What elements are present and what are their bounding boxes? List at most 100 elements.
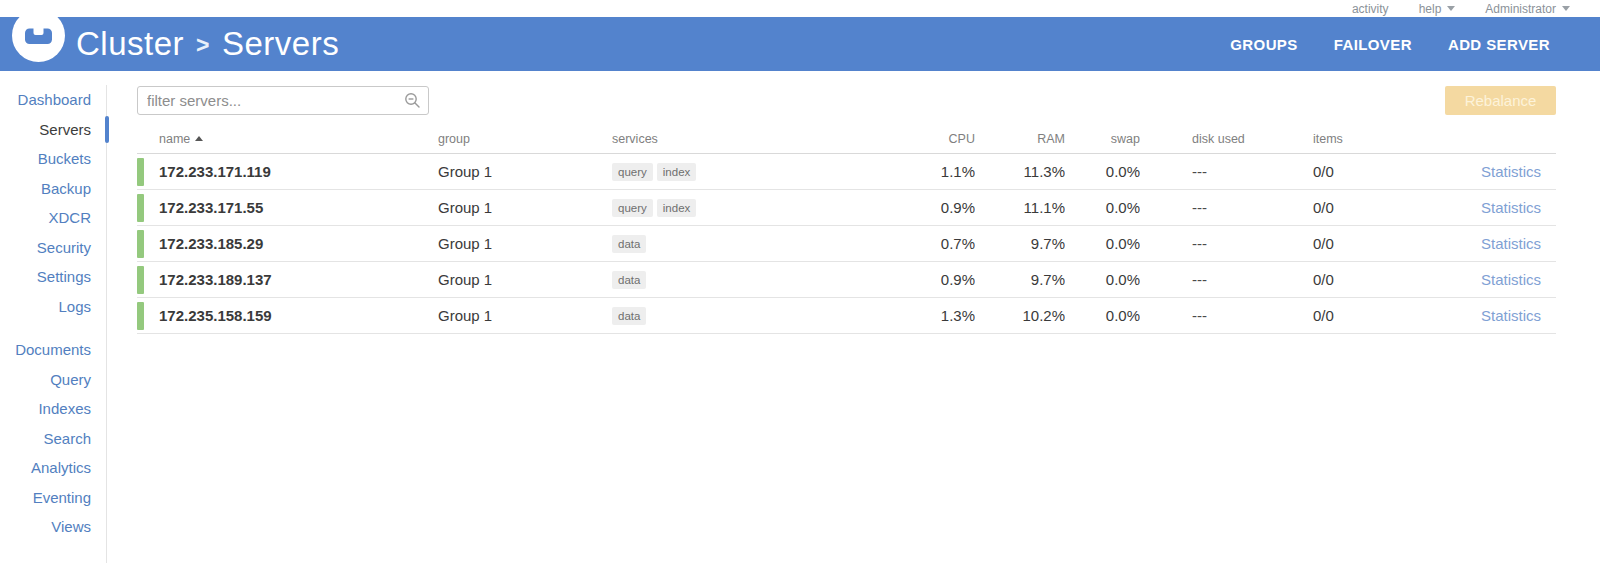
sidebar-item-documents[interactable]: Documents: [0, 335, 106, 365]
service-badge-index: index: [657, 199, 697, 217]
statistics-cell: Statistics: [1470, 307, 1556, 324]
sidebar-item-logs[interactable]: Logs: [0, 292, 106, 322]
sidebar-item-eventing[interactable]: Eventing: [0, 483, 106, 513]
service-badge-query: query: [612, 163, 653, 181]
column-header-group: group: [438, 132, 612, 146]
sidebar-item-backup[interactable]: Backup: [0, 174, 106, 204]
swap-value: 0.0%: [1065, 163, 1140, 180]
server-name: 172.235.158.159: [159, 307, 438, 324]
sidebar-item-buckets[interactable]: Buckets: [0, 144, 106, 174]
health-indicator: [137, 158, 159, 186]
groups-button[interactable]: GROUPS: [1230, 36, 1297, 53]
sidebar-item-analytics[interactable]: Analytics: [0, 453, 106, 483]
sidebar-item-security[interactable]: Security: [0, 233, 106, 263]
statistics-link[interactable]: Statistics: [1481, 163, 1541, 180]
breadcrumb-root: Cluster: [76, 25, 184, 63]
swap-value: 0.0%: [1065, 199, 1140, 216]
ram-value: 11.3%: [975, 163, 1065, 180]
statistics-cell: Statistics: [1470, 271, 1556, 288]
statistics-link[interactable]: Statistics: [1481, 307, 1541, 324]
statistics-link[interactable]: Statistics: [1481, 199, 1541, 216]
servers-toolbar: Rebalance: [137, 86, 1556, 115]
server-row[interactable]: 172.235.158.159Group 1data1.3%10.2%0.0%-…: [137, 298, 1556, 334]
items-value: 0/0: [1300, 163, 1470, 180]
cpu-value: 0.9%: [875, 199, 975, 216]
column-header-ram: RAM: [975, 132, 1065, 146]
column-header-services: services: [612, 132, 875, 146]
activity-link[interactable]: activity: [1352, 2, 1389, 16]
header-actions: GROUPS FAILOVER ADD SERVER: [1230, 36, 1550, 53]
column-header-swap: swap: [1065, 132, 1140, 146]
disk-used-value: ---: [1140, 199, 1300, 216]
items-value: 0/0: [1300, 271, 1470, 288]
items-value: 0/0: [1300, 199, 1470, 216]
caret-down-icon: [1447, 6, 1455, 11]
server-row[interactable]: 172.233.189.137Group 1data0.9%9.7%0.0%--…: [137, 262, 1556, 298]
service-badges: queryindex: [612, 198, 875, 217]
sidebar-item-search[interactable]: Search: [0, 424, 106, 454]
sidebar-group-data: DocumentsQueryIndexesSearchAnalyticsEven…: [0, 335, 106, 542]
filter-servers-input[interactable]: [137, 86, 429, 115]
statistics-cell: Statistics: [1470, 235, 1556, 252]
disk-used-value: ---: [1140, 235, 1300, 252]
swap-value: 0.0%: [1065, 235, 1140, 252]
health-bar: [137, 158, 144, 186]
column-header-disk-used: disk used: [1140, 132, 1300, 146]
health-bar: [137, 194, 144, 222]
sidebar-item-xdcr[interactable]: XDCR: [0, 203, 106, 233]
health-bar: [137, 230, 144, 258]
main-content: Rebalance name group services CPU RAM sw…: [137, 86, 1556, 334]
sort-ascending-icon: [195, 136, 203, 141]
column-header-cpu: CPU: [875, 132, 975, 146]
page-title: Servers: [222, 25, 339, 63]
health-bar: [137, 302, 144, 330]
disk-used-value: ---: [1140, 307, 1300, 324]
service-badge-data: data: [612, 235, 646, 253]
disk-used-value: ---: [1140, 163, 1300, 180]
column-header-name[interactable]: name: [159, 132, 438, 146]
sidebar-item-query[interactable]: Query: [0, 365, 106, 395]
statistics-link[interactable]: Statistics: [1481, 271, 1541, 288]
user-menu[interactable]: Administrator: [1485, 2, 1570, 16]
health-bar: [137, 266, 144, 294]
server-name: 172.233.189.137: [159, 271, 438, 288]
help-menu[interactable]: help: [1419, 2, 1456, 16]
server-row[interactable]: 172.233.171.55Group 1queryindex0.9%11.1%…: [137, 190, 1556, 226]
caret-down-icon: [1562, 6, 1570, 11]
server-name: 172.233.185.29: [159, 235, 438, 252]
health-indicator: [137, 302, 159, 330]
sidebar-item-settings[interactable]: Settings: [0, 262, 106, 292]
breadcrumb: Cluster > Servers: [76, 25, 339, 63]
sidebar: DashboardServersBucketsBackupXDCRSecurit…: [0, 85, 107, 563]
server-table-body: 172.233.171.119Group 1queryindex1.1%11.3…: [137, 154, 1556, 334]
ram-value: 10.2%: [975, 307, 1065, 324]
sidebar-item-indexes[interactable]: Indexes: [0, 394, 106, 424]
server-group: Group 1: [438, 163, 612, 180]
service-badge-index: index: [657, 163, 697, 181]
server-name: 172.233.171.119: [159, 163, 438, 180]
server-table-header: name group services CPU RAM swap disk us…: [137, 124, 1556, 154]
sidebar-item-views[interactable]: Views: [0, 512, 106, 542]
server-row[interactable]: 172.233.171.119Group 1queryindex 1.1%11.3…: [137, 154, 1556, 190]
items-value: 0/0: [1300, 235, 1470, 252]
statistics-link[interactable]: Statistics: [1481, 235, 1541, 252]
cpu-value: 1.3%: [875, 307, 975, 324]
server-row[interactable]: 172.233.185.29Group 1data0.7%9.7%0.0%---…: [137, 226, 1556, 262]
cpu-value: 0.9%: [875, 271, 975, 288]
cpu-value: 1.1%: [875, 163, 975, 180]
add-server-button[interactable]: ADD SERVER: [1448, 36, 1550, 53]
app-header: Cluster > Servers GROUPS FAILOVER ADD SE…: [0, 17, 1600, 71]
failover-button[interactable]: FAILOVER: [1334, 36, 1412, 53]
service-badges: data: [612, 270, 875, 289]
ram-value: 9.7%: [975, 235, 1065, 252]
sidebar-item-servers[interactable]: Servers: [0, 115, 106, 145]
cpu-value: 0.7%: [875, 235, 975, 252]
swap-value: 0.0%: [1065, 271, 1140, 288]
column-header-items: items: [1300, 132, 1470, 146]
sidebar-item-dashboard[interactable]: Dashboard: [0, 85, 106, 115]
server-group: Group 1: [438, 199, 612, 216]
health-indicator: [137, 230, 159, 258]
statistics-cell: Statistics: [1470, 163, 1556, 180]
rebalance-button[interactable]: Rebalance: [1445, 86, 1556, 115]
sidebar-group-cluster: DashboardServersBucketsBackupXDCRSecurit…: [0, 85, 106, 321]
